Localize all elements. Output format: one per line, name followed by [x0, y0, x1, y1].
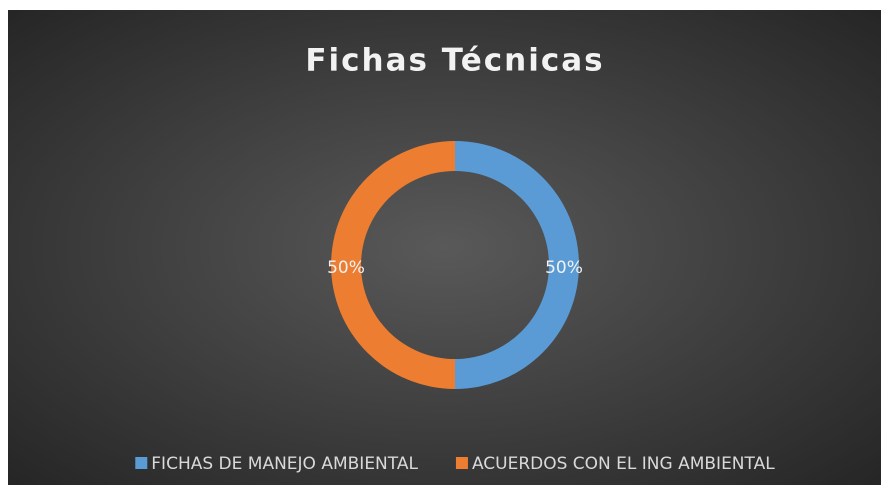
chart-title: Fichas Técnicas: [305, 43, 604, 79]
donut-segment: [455, 141, 579, 389]
data-label: 50%: [327, 258, 365, 278]
donut-segment: [331, 141, 455, 389]
legend-label: FICHAS DE MANEJO AMBIENTAL: [151, 454, 418, 474]
chart-background: [8, 10, 881, 485]
data-label: 50%: [545, 258, 583, 278]
legend-swatch: [455, 457, 468, 469]
legend-label: ACUERDOS CON EL ING AMBIENTAL: [472, 454, 775, 474]
legend-swatch: [135, 457, 148, 469]
